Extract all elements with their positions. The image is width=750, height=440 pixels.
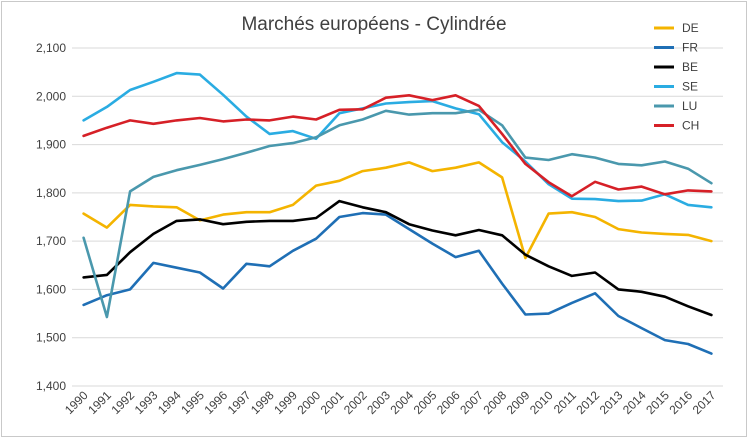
x-tick-label: 2000 (294, 388, 323, 417)
x-tick-label: 2008 (480, 388, 509, 417)
x-tick-label: 2013 (597, 388, 626, 417)
x-tick-label: 2006 (434, 388, 463, 417)
x-tick-label: 2002 (341, 388, 370, 417)
x-tick-label: 1995 (178, 388, 207, 417)
x-tick-label: 1994 (155, 388, 184, 417)
x-tick-label: 1997 (225, 388, 254, 417)
legend-label-ch: CH (682, 119, 699, 133)
legend: DE FR BE SE LU CH (654, 21, 699, 133)
x-tick-label: 2015 (643, 388, 672, 417)
y-tick-label: 2,100 (36, 41, 66, 55)
legend-label-be: BE (682, 60, 698, 74)
x-tick-label: 2010 (527, 388, 556, 417)
y-tick-label: 1,600 (36, 282, 66, 296)
y-tick-label: 1,500 (36, 331, 66, 345)
y-tick-label: 1,800 (36, 186, 66, 200)
legend-label-de: DE (682, 21, 699, 35)
x-tick-label: 2001 (318, 388, 347, 417)
x-tick-label: 2007 (457, 388, 486, 417)
series-line-fr (82, 211, 713, 355)
series-line-be (82, 199, 713, 317)
x-tick-label: 1991 (85, 388, 114, 417)
legend-label-lu: LU (682, 99, 697, 113)
series-line-lu (82, 108, 713, 319)
x-tick-label: 2003 (364, 388, 393, 417)
x-tick-label: 2016 (666, 388, 695, 417)
chart-title: Marchés européens - Cylindrée (241, 14, 506, 35)
x-tick-label: 2011 (551, 388, 579, 416)
x-tick-label: 2012 (573, 388, 602, 417)
legend-label-se: SE (682, 80, 698, 94)
x-tick-label: 1990 (62, 388, 91, 417)
gridlines (72, 47, 723, 387)
x-tick-label: 2005 (411, 388, 440, 417)
x-tick-label: 1998 (248, 388, 277, 417)
x-tick-label: 2017 (690, 388, 719, 417)
y-tick-label: 1,900 (36, 138, 66, 152)
y-axis: 1,400 1,500 1,600 1,700 1,800 1,900 2,000 2,100 (36, 41, 66, 393)
x-axis: 1990199119921993199419951996199719981999… (62, 388, 719, 417)
x-tick-label: 1993 (132, 388, 161, 417)
series-line-se (82, 71, 713, 209)
x-tick-label: 1992 (108, 388, 137, 417)
y-tick-label: 1,400 (36, 379, 66, 393)
y-tick-label: 1,700 (36, 234, 66, 248)
series-line-de (82, 161, 713, 260)
x-tick-label: 1999 (271, 388, 300, 417)
x-tick-label: 2009 (504, 388, 533, 417)
series-line-ch (82, 94, 713, 198)
x-tick-label: 2014 (620, 388, 649, 417)
series-lines (82, 71, 713, 355)
x-tick-label: 1996 (201, 388, 230, 417)
x-tick-label: 2004 (387, 388, 416, 417)
legend-label-fr: FR (682, 41, 698, 55)
y-tick-label: 2,000 (36, 89, 66, 103)
